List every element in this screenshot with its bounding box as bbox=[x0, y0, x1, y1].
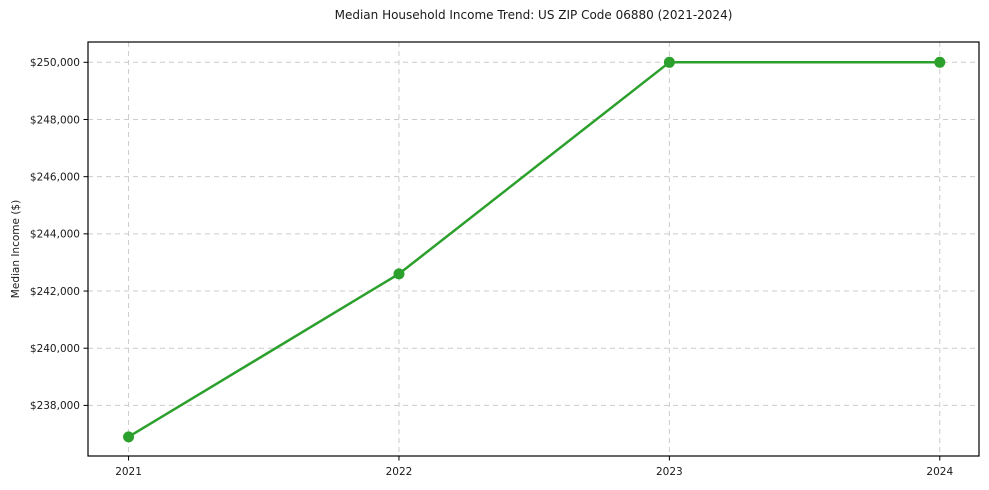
y-tick-label: $238,000 bbox=[30, 400, 80, 412]
x-tick-label: 2021 bbox=[115, 466, 142, 478]
y-tick-label: $246,000 bbox=[30, 171, 80, 183]
x-tick-label: 2023 bbox=[656, 466, 683, 478]
data-point-2021 bbox=[123, 431, 135, 443]
x-tick-label: 2022 bbox=[386, 466, 413, 478]
y-tick-label: $248,000 bbox=[30, 114, 80, 126]
y-axis-label: Median Income ($) bbox=[10, 200, 22, 298]
data-point-2023 bbox=[663, 56, 675, 68]
trend-line bbox=[127, 61, 942, 439]
data-point-2022 bbox=[393, 268, 405, 280]
y-tick-label: $244,000 bbox=[30, 229, 80, 241]
chart-title: Median Household Income Trend: US ZIP Co… bbox=[334, 8, 733, 22]
plot-border bbox=[87, 41, 980, 457]
y-tick-label: $242,000 bbox=[30, 286, 80, 298]
data-point-2024 bbox=[934, 56, 946, 68]
y-tick-label: $240,000 bbox=[30, 343, 80, 355]
y-tick-label: $250,000 bbox=[30, 57, 80, 69]
x-tick-label: 2024 bbox=[926, 466, 953, 478]
